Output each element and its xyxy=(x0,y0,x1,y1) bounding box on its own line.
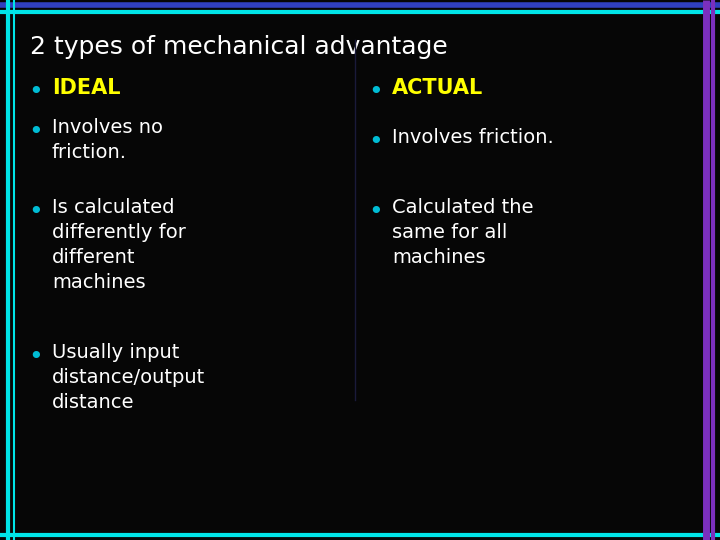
Text: •: • xyxy=(368,130,383,154)
Text: •: • xyxy=(28,120,42,144)
Text: •: • xyxy=(28,80,42,104)
Text: Is calculated
differently for
different
machines: Is calculated differently for different … xyxy=(52,198,186,292)
Text: •: • xyxy=(368,80,383,104)
Text: •: • xyxy=(28,345,42,369)
Text: ACTUAL: ACTUAL xyxy=(392,78,483,98)
Text: 2 types of mechanical advantage: 2 types of mechanical advantage xyxy=(30,35,448,59)
Text: •: • xyxy=(28,200,42,224)
Text: Involves friction.: Involves friction. xyxy=(392,128,554,147)
Text: Usually input
distance/output
distance: Usually input distance/output distance xyxy=(52,343,205,412)
Text: IDEAL: IDEAL xyxy=(52,78,120,98)
Text: •: • xyxy=(368,200,383,224)
Text: Calculated the
same for all
machines: Calculated the same for all machines xyxy=(392,198,534,267)
Text: Involves no
friction.: Involves no friction. xyxy=(52,118,163,162)
